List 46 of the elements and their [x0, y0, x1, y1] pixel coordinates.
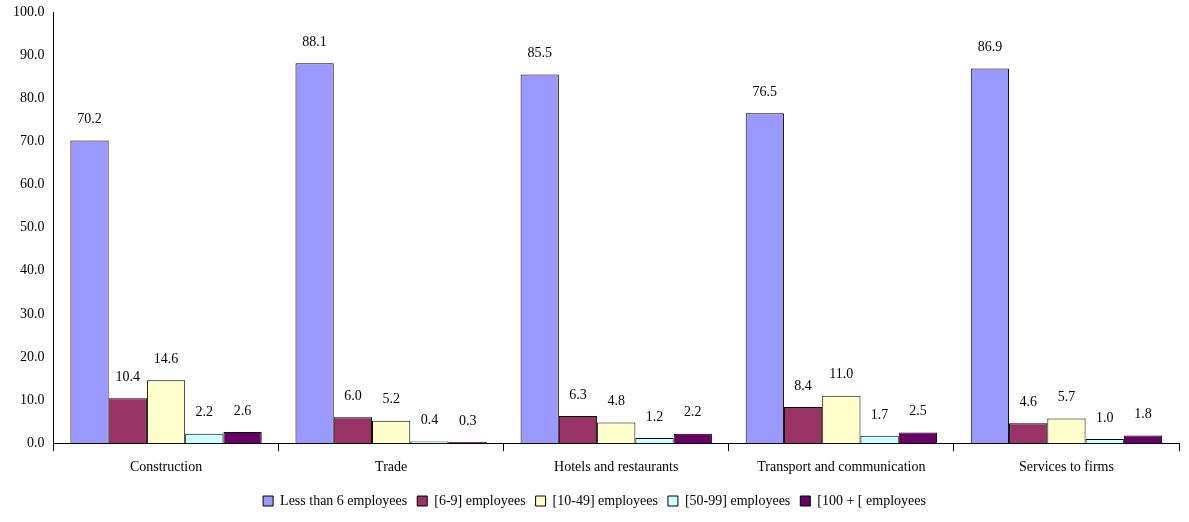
x-tick-label: Transport and communication	[757, 459, 926, 475]
data-label: 0.4	[420, 412, 439, 428]
data-label: 11.0	[829, 366, 854, 382]
y-tick-label: 80.0	[20, 89, 45, 105]
data-label: 0.3	[458, 412, 477, 428]
y-tick-label: 50.0	[20, 219, 45, 235]
legend-label: [50-99] employees	[684, 492, 791, 508]
data-label: 4.6	[1019, 394, 1037, 410]
data-label: 88.1	[302, 33, 327, 49]
y-tick-label: 100.0	[13, 3, 45, 19]
y-tick-label: 40.0	[20, 262, 45, 278]
data-label: 2.2	[684, 404, 702, 420]
data-label: 5.2	[382, 391, 400, 407]
y-tick-label: 90.0	[20, 46, 45, 62]
data-label: 6.0	[344, 388, 362, 403]
data-label: 1.7	[870, 406, 889, 422]
x-tick-label: Trade	[375, 459, 408, 475]
data-label: 5.7	[1057, 389, 1076, 405]
x-tick-label: Hotels and restaurants	[554, 459, 679, 475]
y-tick-label: 0.0	[27, 434, 45, 450]
data-label: 2.6	[233, 402, 252, 418]
data-label: 10.4	[115, 369, 141, 385]
data-label: 1.0	[1095, 409, 1114, 425]
data-label: 2.2	[195, 404, 214, 420]
data-label: 6.3	[569, 386, 587, 402]
y-tick-label: 30.0	[20, 305, 45, 321]
data-label: 14.6	[153, 350, 179, 366]
data-label: 86.9	[977, 39, 1003, 55]
y-tick-label: 60.0	[20, 176, 45, 192]
data-label: 4.8	[607, 393, 625, 409]
data-label: 8.4	[794, 377, 812, 393]
x-tick-label: Construction	[129, 459, 203, 475]
data-label: 1.8	[1134, 406, 1152, 422]
data-label: 70.2	[77, 111, 102, 127]
data-label: 1.2	[645, 408, 664, 424]
data-label: 76.5	[752, 84, 778, 99]
legend-label: Less than 6 employees	[280, 492, 408, 508]
data-label: 2.5	[909, 403, 927, 419]
legend-label: [100 + [ employees	[817, 492, 926, 508]
y-tick-label: 70.0	[20, 133, 45, 149]
legend-label: [6-9] employees	[434, 492, 526, 508]
y-tick-label: 10.0	[20, 391, 45, 407]
y-tick-label: 20.0	[20, 348, 45, 364]
x-tick-label: Services to firms	[1019, 459, 1114, 475]
legend-label: [10-49] employees	[552, 492, 658, 508]
data-label: 85.5	[527, 45, 552, 61]
